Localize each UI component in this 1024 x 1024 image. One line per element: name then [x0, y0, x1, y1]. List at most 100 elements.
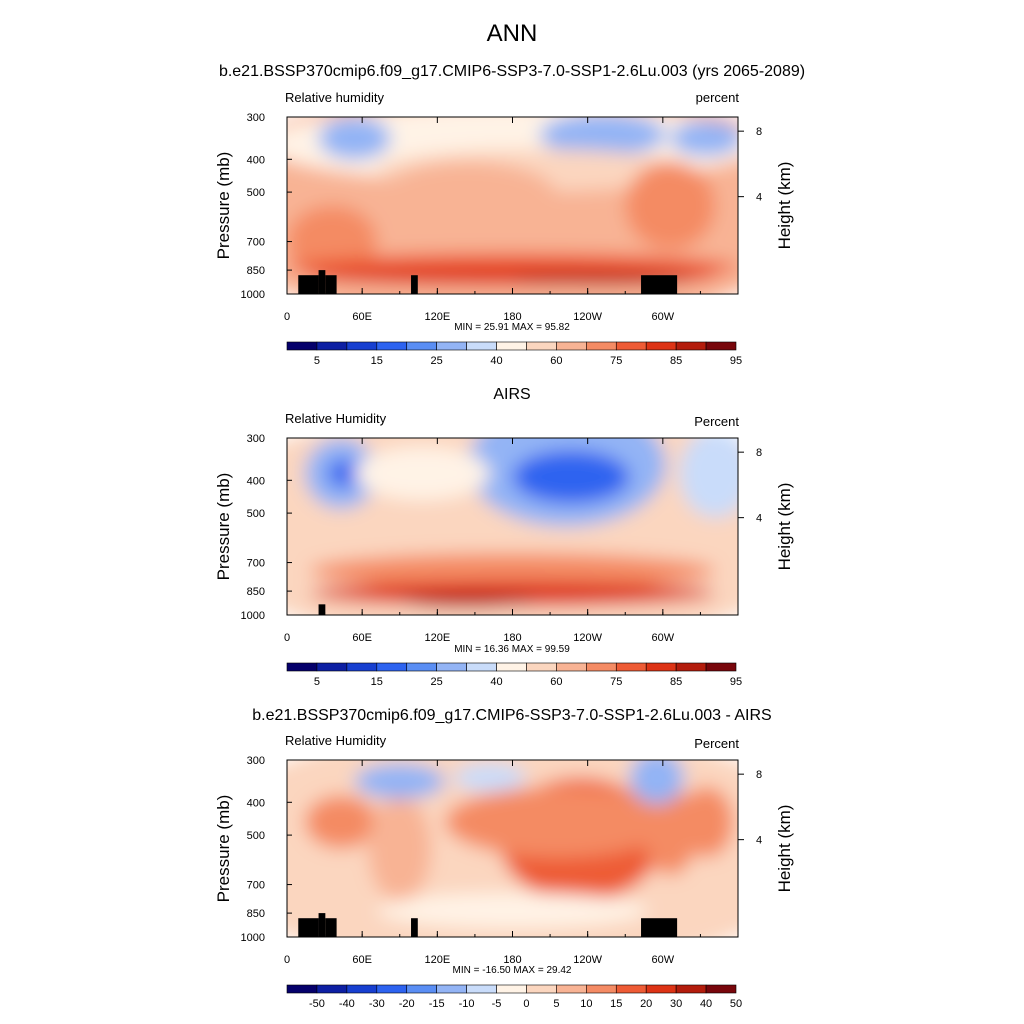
- colorbar-swatch: [466, 662, 497, 672]
- colorbar-swatch: [466, 341, 497, 351]
- height-axis-title: Height (km): [775, 805, 794, 893]
- colorbar-swatch: [406, 662, 437, 672]
- colorbar-label: -15: [429, 998, 445, 1010]
- colorbar-swatch: [376, 341, 408, 351]
- colorbar-swatch: [496, 984, 527, 994]
- x-tick-label: 60E: [352, 311, 372, 323]
- x-tick-label: 120W: [573, 632, 602, 644]
- panel-3-field: [287, 760, 738, 937]
- panel-1-contour-7: [625, 161, 716, 250]
- x-tick-label: 120E: [424, 311, 450, 323]
- colorbar-swatch: [346, 341, 378, 351]
- panel-1-topography-0: [298, 275, 319, 294]
- panel-2-stats: MIN = 16.36 MAX = 99.59: [454, 644, 570, 655]
- x-tick-label: 120W: [573, 311, 602, 323]
- panel-2-contour-2: [512, 450, 630, 504]
- colorbar-label: 50: [730, 998, 742, 1010]
- panel-2-topography-0: [318, 604, 326, 615]
- colorbar-swatch: [645, 341, 677, 351]
- panel-1-title: b.e21.BSSP370cmip6.f09_g17.CMIP6-SSP3-7.…: [218, 63, 806, 80]
- y-tick-label: 300: [247, 755, 265, 767]
- colorbar-label: -30: [369, 998, 385, 1010]
- colorbar-swatch: [346, 662, 378, 672]
- colorbar-swatch: [526, 341, 557, 351]
- colorbar-swatch: [406, 984, 437, 994]
- colorbar-swatch: [316, 984, 348, 994]
- colorbar-swatch: [675, 662, 707, 672]
- colorbar-swatch: [316, 341, 348, 351]
- y-tick-label: 850: [247, 586, 265, 598]
- panel-3-stats: MIN = -16.50 MAX = 29.42: [452, 965, 572, 976]
- colorbar-swatch: [705, 341, 737, 351]
- colorbar-label: 40: [490, 676, 502, 688]
- colorbar-label: 5: [314, 676, 320, 688]
- y-tick-label: 500: [247, 187, 265, 199]
- colorbar-swatch: [406, 341, 437, 351]
- y-tick-label: 300: [247, 433, 265, 445]
- panel-3-topography-1: [318, 913, 326, 937]
- x-tick-label: 60W: [652, 954, 675, 966]
- colorbar-swatch: [615, 662, 647, 672]
- colorbar-label: 5: [553, 998, 559, 1010]
- panel-1-field: [287, 117, 738, 294]
- panel-2-contour-5: [679, 438, 738, 518]
- panel-1-topography-3: [411, 275, 418, 294]
- y-axis-title: Pressure (mb): [214, 473, 233, 581]
- panel-1-contour-2: [318, 117, 391, 160]
- y-axis-title: Pressure (mb): [214, 152, 233, 260]
- height-axis-title: Height (km): [775, 483, 794, 571]
- height-tick-label: 4: [756, 192, 762, 204]
- colorbar-label: 10: [580, 998, 592, 1010]
- y-tick-label: 700: [247, 880, 265, 892]
- x-tick-label: 0: [284, 954, 290, 966]
- panel-1-topography-4: [641, 275, 678, 294]
- panel-3-contour-6: [368, 795, 432, 902]
- height-tick-label: 8: [756, 447, 762, 459]
- panel-3-contour-2: [444, 786, 671, 858]
- colorbar-label: -5: [492, 998, 502, 1010]
- colorbar-swatch: [586, 662, 617, 672]
- y-tick-label: 700: [247, 237, 265, 249]
- colorbar-label: 85: [670, 355, 682, 367]
- panel-3-topography-4: [641, 918, 678, 937]
- y-tick-label: 400: [247, 154, 265, 166]
- colorbar-label: 15: [371, 676, 383, 688]
- panel-3-field-label: Relative Humidity: [285, 733, 387, 748]
- x-tick-label: 180: [503, 632, 521, 644]
- colorbar-swatch: [316, 662, 348, 672]
- panel-2-contour-4: [327, 459, 364, 488]
- y-tick-label: 850: [247, 265, 265, 277]
- panel-3-topography-3: [411, 918, 418, 937]
- colorbar-label: 25: [431, 676, 443, 688]
- figure-title: ANN: [486, 20, 538, 47]
- x-tick-label: 120E: [424, 632, 450, 644]
- colorbar-swatch: [556, 341, 587, 351]
- y-tick-label: 1000: [241, 289, 265, 301]
- colorbar-swatch: [615, 341, 647, 351]
- panel-1-units: percent: [695, 90, 739, 105]
- panel-2-units: Percent: [694, 414, 739, 429]
- panel-1-topography-1: [318, 270, 326, 294]
- panel-1-contour-3: [539, 117, 666, 156]
- y-tick-label: 500: [247, 830, 265, 842]
- height-tick-label: 8: [756, 126, 762, 138]
- y-tick-label: 1000: [241, 932, 265, 944]
- panel-3-topography-0: [298, 918, 319, 937]
- colorbar-swatch: [675, 984, 707, 994]
- y-axis-title: Pressure (mb): [214, 795, 233, 903]
- panel-2-contour-7: [309, 553, 716, 589]
- y-tick-label: 400: [247, 797, 265, 809]
- panel-3-contour-5: [305, 795, 378, 849]
- colorbar-swatch: [496, 662, 527, 672]
- panel-3-contour-8: [629, 760, 684, 805]
- colorbar-label: 60: [550, 355, 562, 367]
- height-tick-label: 8: [756, 769, 762, 781]
- y-tick-label: 850: [247, 908, 265, 920]
- colorbar-label: 75: [610, 676, 622, 688]
- x-tick-label: 60W: [652, 632, 675, 644]
- colorbar-swatch: [376, 662, 408, 672]
- colorbar-label: 40: [490, 355, 502, 367]
- colorbar-label: -50: [309, 998, 325, 1010]
